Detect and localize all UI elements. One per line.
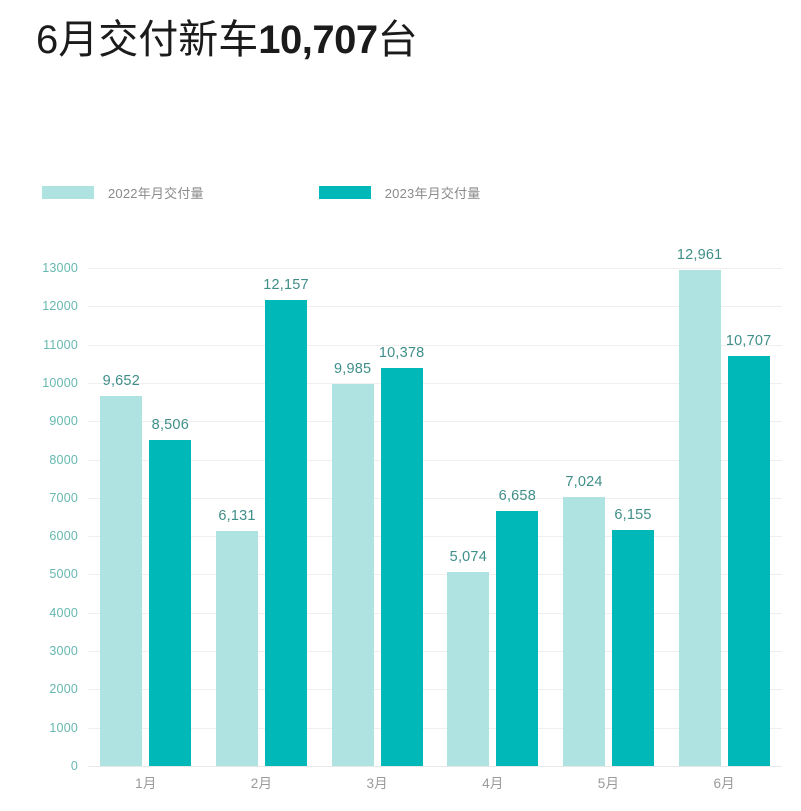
y-tick-label-6000: 6000 (49, 529, 78, 544)
gridline-1000 (88, 727, 782, 729)
gridline-8000 (88, 459, 782, 461)
y-tick-label-4000: 4000 (49, 605, 78, 620)
y-tick-label-2000: 2000 (49, 682, 78, 697)
gridline-13000 (88, 268, 782, 269)
y-tick-label-3000: 3000 (49, 644, 78, 659)
x-axis: 1月 2月 3月 4月 5月 6月 (88, 772, 782, 800)
bar-3月-2022年月交付量[interactable]: 9,985 (331, 361, 374, 766)
gridline-3000 (88, 651, 782, 653)
gridline-11000 (88, 344, 782, 346)
title-suffix: 台 (377, 18, 418, 62)
title-prefix: 6月交付新车 (36, 18, 259, 62)
legend-label-2022: 2022年月交付量 (108, 185, 204, 201)
bar-4月-2023年月交付量[interactable]: 6,658 (496, 488, 539, 766)
bar-value-label: 12,157 (263, 277, 309, 294)
x-tick-label-1月: 1月 (135, 776, 157, 791)
legend-item-2022[interactable]: 2022年月交付量 (42, 183, 204, 202)
bar-6月-2023年月交付量[interactable]: 10,707 (726, 333, 771, 766)
y-tick-label-5000: 5000 (49, 567, 78, 582)
legend-swatch-2022-icon (42, 185, 94, 199)
gridline-4000 (88, 612, 782, 614)
y-tick-label-13000: 13000 (42, 261, 78, 275)
legend-swatch-2023-icon (318, 185, 371, 199)
x-tick-label-4月: 4月 (482, 776, 504, 791)
gridline-2000 (88, 689, 782, 691)
chart-legend: 2022年月交付量 2023年月交付量 (42, 182, 480, 202)
gridline-7000 (88, 497, 782, 499)
bar-value-label: 12,961 (676, 246, 723, 263)
page-title: 6月交付新车 10,707 台 (36, 14, 776, 66)
bar-value-label: 7,024 (565, 473, 603, 490)
gridline-6000 (88, 536, 782, 538)
gridline-9000 (88, 421, 782, 423)
y-tick-label-7000: 7000 (49, 490, 78, 505)
bar-5月-2022年月交付量[interactable]: 7,024 (563, 474, 605, 766)
bar-value-label: 6,155 (614, 507, 652, 524)
gridline-0 (88, 766, 782, 767)
gridline-12000 (88, 306, 782, 308)
bar-value-label: 6,131 (218, 508, 256, 525)
legend-label-2023: 2023年月交付量 (384, 185, 481, 201)
bar-value-label: 8,506 (151, 417, 189, 434)
y-tick-label-1000: 1000 (49, 720, 78, 735)
x-tick-label-6月: 6月 (713, 776, 735, 791)
y-tick-label-10000: 10000 (42, 375, 78, 390)
x-tick-label-2月: 2月 (250, 776, 273, 791)
y-tick-label-0: 0 (70, 759, 78, 773)
bar-value-label: 5,074 (449, 548, 487, 565)
y-tick-label-9000: 9000 (49, 414, 78, 429)
bar-value-label: 6,658 (498, 487, 536, 504)
legend-item-2023[interactable]: 2023年月交付量 (318, 183, 481, 202)
y-tick-label-8000: 8000 (49, 452, 78, 467)
x-tick-label-3月: 3月 (366, 776, 388, 791)
bar-4月-2022年月交付量[interactable]: 5,074 (447, 549, 490, 766)
bar-2月-2023年月交付量[interactable]: 12,157 (263, 277, 309, 766)
bar-value-label: 10,378 (378, 345, 425, 362)
bar-6月-2022年月交付量[interactable]: 12,961 (677, 247, 722, 766)
gridline-5000 (88, 574, 782, 576)
bar-1月-2023年月交付量[interactable]: 8,506 (149, 417, 192, 766)
gridline-10000 (88, 382, 782, 384)
bar-1月-2022年月交付量[interactable]: 9,652 (100, 373, 143, 766)
bar-value-label: 10,707 (725, 332, 772, 349)
bar-2月-2022年月交付量[interactable]: 6,131 (216, 508, 258, 766)
y-axis: 0 1000 2000 3000 4000 5000 6000 7000 8000 9000 100… (16, 261, 78, 773)
bar-value-label: 9,652 (102, 373, 140, 390)
x-tick-label-5月: 5月 (597, 776, 620, 791)
y-tick-label-12000: 12000 (42, 299, 78, 314)
plot-area: 9,652 8,506 6,131 12,157 9,985 10,378 5,074 6,6… (88, 247, 782, 767)
bar-5月-2023年月交付量[interactable]: 6,155 (612, 507, 654, 766)
bar-value-label: 9,985 (334, 360, 372, 377)
bar-3月-2023年月交付量[interactable]: 10,378 (379, 345, 424, 766)
y-tick-label-11000: 11000 (43, 337, 78, 352)
title-value: 10,707 (258, 18, 378, 62)
